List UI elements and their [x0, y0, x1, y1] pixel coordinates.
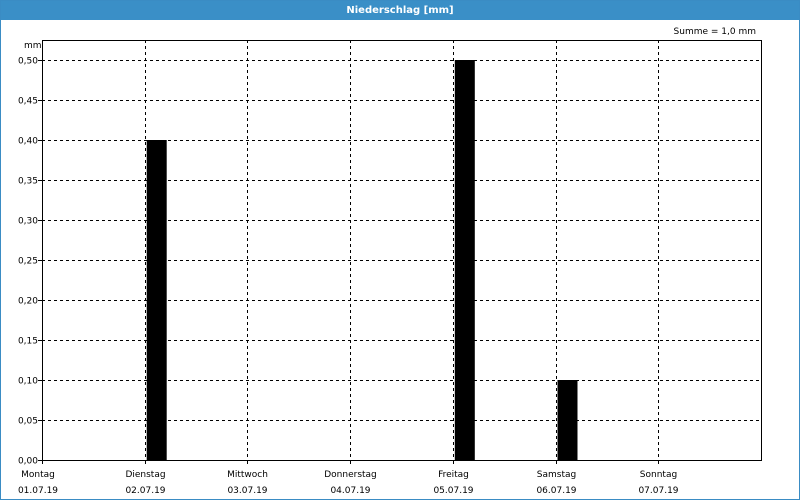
x-axis-ticks: Montag 01.07.19 Dienstag 02.07.19 Mittwoch 03…	[18, 460, 679, 496]
x-tick-day-label: Samstag	[537, 470, 576, 480]
x-tick-day-label: Sonntag	[640, 470, 677, 480]
bar	[454, 60, 475, 460]
plot-area	[42, 40, 762, 461]
x-tick-day-label: Dienstag	[125, 470, 165, 480]
x-tick-date-label: 01.07.19	[18, 486, 58, 496]
grid	[42, 40, 761, 460]
x-tick-date-label: 04.07.19	[330, 486, 370, 496]
x-tick-day-label: Montag	[21, 470, 55, 480]
y-tick-label: 0,50	[18, 57, 38, 67]
x-tick-day-label: Donnerstag	[324, 470, 377, 480]
x-tick-date-label: 05.07.19	[433, 486, 473, 496]
x-tick-date-label: 06.07.19	[536, 486, 576, 496]
x-tick-date-label: 07.07.19	[638, 486, 678, 496]
y-tick-label: 0,15	[18, 337, 38, 347]
y-tick-label: 0,10	[18, 377, 38, 387]
y-tick-label: 0,00	[18, 457, 38, 467]
y-axis-unit-label: mm	[24, 41, 42, 51]
y-tick-label: 0,45	[18, 97, 38, 107]
bar	[146, 140, 167, 460]
sum-label: Summe = 1,0 mm	[674, 27, 756, 37]
y-tick-label: 0,25	[18, 257, 38, 267]
y-tick-label: 0,40	[18, 137, 38, 147]
y-tick-label: 0,35	[18, 177, 38, 187]
x-tick-date-label: 02.07.19	[125, 486, 165, 496]
x-tick-day-label: Freitag	[438, 470, 469, 480]
y-tick-label: 0,20	[18, 297, 38, 307]
chart-title: Niederschlag [mm]	[1, 1, 799, 20]
y-tick-label: 0,30	[18, 217, 38, 227]
x-tick-date-label: 03.07.19	[227, 486, 267, 496]
y-tick-label: 0,05	[18, 417, 38, 427]
bars	[146, 60, 578, 460]
bar	[557, 380, 578, 460]
y-axis-ticks: 0,00 0,05 0,10 0,15 0,20 0,25 0,30 0,35 0,40 0,45…	[18, 57, 42, 467]
x-tick-day-label: Mittwoch	[227, 470, 268, 480]
